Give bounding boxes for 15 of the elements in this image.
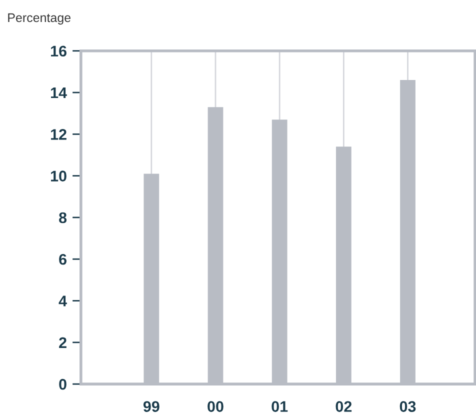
y-tick-label: 12 (51, 129, 66, 140)
y-tick-label: 16 (51, 46, 66, 57)
y-tick-label: 0 (59, 378, 66, 390)
x-tick-label: 00 (208, 401, 224, 412)
y-tick-label: 10 (51, 170, 66, 182)
y-axis-title: Percentage (8, 13, 71, 25)
x-tick-label: 99 (143, 401, 160, 412)
x-tick-label: 03 (400, 401, 416, 412)
y-tick-label: 2 (59, 337, 66, 348)
x-tick-label: 02 (336, 401, 352, 412)
x-tick-label: 01 (272, 401, 288, 412)
y-tick-label: 6 (59, 254, 66, 265)
y-tick-label: 4 (58, 296, 67, 306)
y-tick-label: 8 (59, 212, 67, 224)
y-tick-label: 14 (51, 88, 67, 98)
